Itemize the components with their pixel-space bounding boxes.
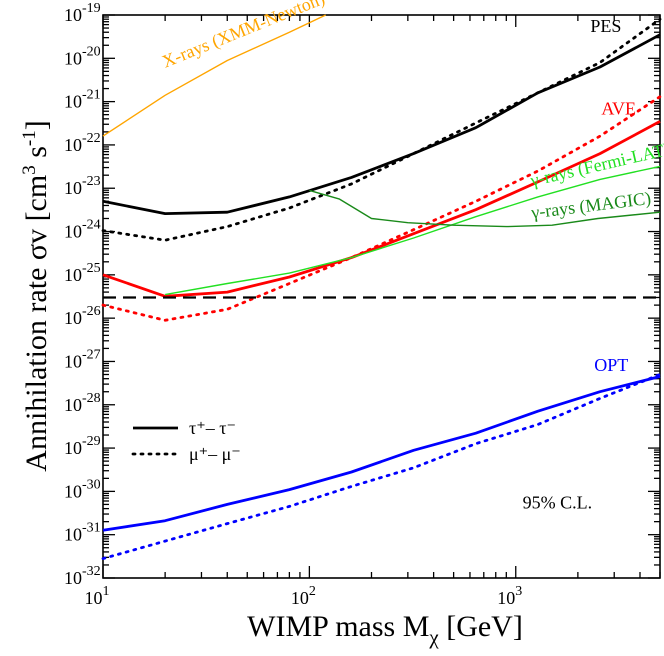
legend: τ⁺– τ⁻ μ⁺– μ⁻ (131, 418, 241, 464)
legend-label: μ⁺– μ⁻ (189, 444, 241, 464)
y-tick-label: 10-27 (64, 347, 101, 371)
y-tick-label: 10-30 (64, 477, 101, 501)
y-tick-label: 10-32 (64, 564, 101, 588)
annotation-ave: AVE (601, 99, 636, 119)
x-tick-label: 102 (291, 584, 316, 608)
y-axis-title: Annihilation rate σv [cm3 s-1] (19, 120, 53, 471)
x-tick-label: 103 (497, 584, 522, 608)
y-tick-label: 10-28 (64, 391, 101, 415)
series-line-pes-tau (102, 33, 661, 216)
series-line-x-rays-xmm-newton (102, 14, 326, 137)
series-line-pes-mu (101, 17, 662, 242)
y-tick-label: 10-22 (64, 131, 101, 155)
y-tick-label: 10-19 (64, 1, 101, 25)
y-tick-label: 10-21 (64, 88, 101, 112)
series-line-opt-mu (101, 373, 662, 560)
annotation-x-rays-xmm-newton: X-rays (XMM-Newton) (159, 0, 328, 73)
legend-label: τ⁺– τ⁻ (189, 418, 236, 438)
x-axis-title: WIMP mass Mχ [GeV] (247, 610, 523, 649)
series-line-rays-fermi-lat (164, 165, 661, 296)
annotation-95-c-l: 95% C.L. (523, 493, 593, 513)
y-tick-label: 10-26 (64, 304, 101, 328)
y-tick-label: 10-31 (64, 521, 101, 545)
annotation-rays-magic: γ-rays (MAGIC) (529, 188, 652, 224)
series-line-ave-tau (102, 120, 661, 298)
y-tick-label: 10-20 (64, 44, 101, 68)
annotation-opt: OPT (594, 355, 628, 375)
y-tick-label: 10-25 (64, 261, 101, 285)
series-line-rays-magic (309, 189, 661, 228)
series-line-ave-mu (101, 95, 662, 322)
y-tick-label: 10-23 (64, 174, 101, 198)
x-tick-label: 101 (85, 584, 110, 608)
y-tick-label: 10-29 (64, 434, 101, 458)
y-tick-label: 10-24 (64, 218, 101, 242)
series-line-opt-tau (102, 375, 661, 532)
annotation-pes: PES (590, 16, 621, 36)
